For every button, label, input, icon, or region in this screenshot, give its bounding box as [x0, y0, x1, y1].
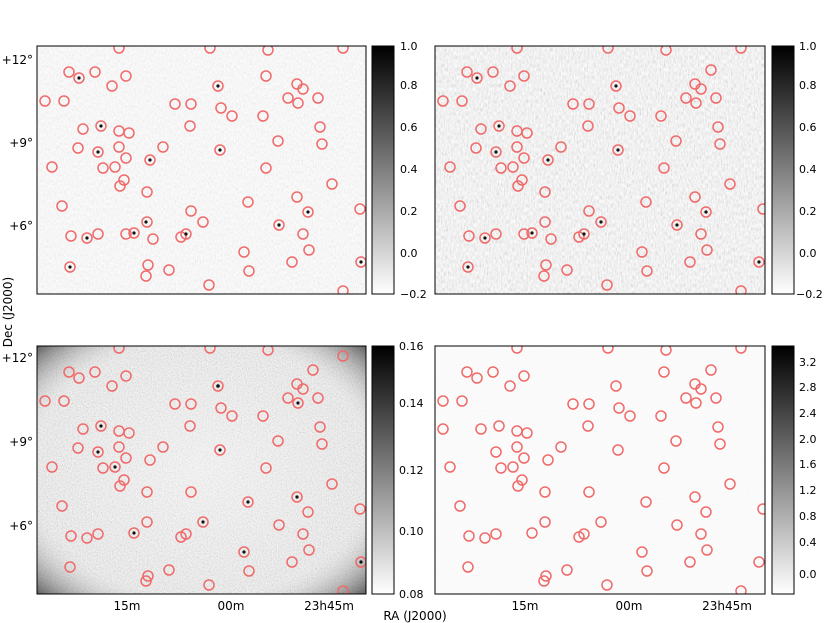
- ra-tick-label: 23h45m: [702, 599, 752, 613]
- colorbar-bottom-left: 0.16 0.14 0.12 0.10 0.08: [371, 340, 424, 601]
- colorbar-bottom-left-frame: [371, 345, 395, 595]
- colorbar-tick-label: 0.6: [400, 121, 418, 134]
- source-markers-bottom-right: [437, 346, 765, 594]
- dec-tick-label: +6°: [9, 519, 33, 533]
- panel-top-left-frame: [36, 45, 367, 295]
- colorbar-top-left-gradient: [372, 46, 394, 294]
- dec-tick-label: +9°: [9, 136, 33, 150]
- panel-top-right-image: [435, 46, 765, 294]
- panel-top-left-image: [37, 46, 366, 294]
- colorbar-tick-label: 0.10: [399, 525, 424, 538]
- colorbar-tick-label: 1.2: [799, 484, 817, 497]
- colorbar-tick-label: 2.8: [799, 381, 817, 394]
- ra-tick-label: 00m: [218, 599, 245, 613]
- panel-top-right: [434, 45, 766, 295]
- dec-tick-label: +9°: [9, 435, 33, 449]
- colorbar-tick-label: 0.4: [799, 536, 817, 549]
- colorbar-tick-label: 0.4: [799, 163, 817, 176]
- colorbar-tick-label: 0.0: [799, 247, 817, 260]
- colorbar-tick-label: −0.2: [796, 288, 823, 301]
- colorbar-tick-label: 2.0: [799, 433, 817, 446]
- colorbar-tick-label: 0.08: [399, 588, 424, 601]
- ra-tick-label: 23h45m: [304, 599, 354, 613]
- colorbar-top-left-frame: [371, 45, 395, 295]
- colorbar-top-right: 1.0 0.8 0.6 0.4 0.2 0.0 −0.2: [771, 40, 823, 301]
- colorbar-tick-label: −0.2: [400, 288, 427, 301]
- colorbar-tick-label: 0.12: [399, 464, 424, 477]
- colorbar-tick-label: 1.6: [799, 458, 817, 471]
- panel-bottom-right-image: [435, 346, 765, 594]
- colorbar-tick-label: 3.2: [799, 356, 817, 369]
- panel-bottom-left-vignette: [37, 346, 366, 594]
- source-markers-top-left: [39, 46, 366, 294]
- panel-bottom-left-frame: [36, 345, 367, 595]
- colorbar-tick-label: 1.0: [400, 40, 418, 53]
- dec-tick-labels: +12° +9° +6° +12° +9° +6°: [2, 53, 33, 533]
- panel-bottom-right-frame: [434, 345, 766, 595]
- colorbar-tick-label: 0.8: [799, 510, 817, 523]
- dec-tick-label: +6°: [9, 219, 33, 233]
- colorbar-tick-label: 0.4: [400, 163, 418, 176]
- source-markers-top-right: [437, 46, 765, 294]
- colorbar-bottom-right-gradient: [772, 346, 794, 594]
- y-axis-label: Dec (J2000): [1, 277, 15, 347]
- colorbar-tick-label: 1.0: [799, 40, 817, 53]
- colorbar-tick-label: 0.6: [799, 121, 817, 134]
- dec-tick-label: +12°: [2, 53, 33, 67]
- colorbar-top-right-frame: [771, 45, 795, 295]
- colorbar-top-right-gradient: [772, 46, 794, 294]
- dec-tick-label: +12°: [2, 351, 33, 365]
- ra-tick-label: 15m: [114, 599, 141, 613]
- ra-tick-label: 15m: [512, 599, 539, 613]
- panel-top-left: [36, 45, 367, 295]
- colorbar-tick-label: 0.0: [400, 247, 418, 260]
- colorbar-tick-label: 0.8: [400, 79, 418, 92]
- colorbar-top-left: 1.0 0.8 0.6 0.4 0.2 0.0 −0.2: [371, 40, 427, 301]
- colorbar-tick-label: 0.8: [799, 79, 817, 92]
- panel-top-right-frame: [434, 45, 766, 295]
- source-markers-bottom-left: [39, 346, 366, 594]
- colorbar-tick-label: 0.2: [400, 205, 418, 218]
- colorbar-bottom-left-gradient: [372, 346, 394, 594]
- x-axis-label: RA (J2000): [383, 609, 446, 623]
- panel-bottom-right: [434, 345, 766, 595]
- colorbar-tick-label: 0.0: [799, 568, 817, 581]
- point-sources: [68, 76, 761, 564]
- panel-bottom-left: [36, 345, 367, 595]
- colorbar-bottom-right-frame: [771, 345, 795, 595]
- ra-tick-label: 00m: [616, 599, 643, 613]
- colorbar-bottom-right: 3.2 2.8 2.4 2.0 1.6 1.2 0.8 0.4 0.0: [771, 345, 817, 595]
- colorbar-tick-label: 0.14: [399, 397, 424, 410]
- colorbar-tick-label: 0.2: [799, 205, 817, 218]
- ra-tick-labels: 15m 00m 23h45m 15m 00m 23h45m: [114, 599, 752, 613]
- colorbar-tick-label: 2.4: [799, 407, 817, 420]
- colorbar-tick-label: 0.16: [399, 340, 424, 353]
